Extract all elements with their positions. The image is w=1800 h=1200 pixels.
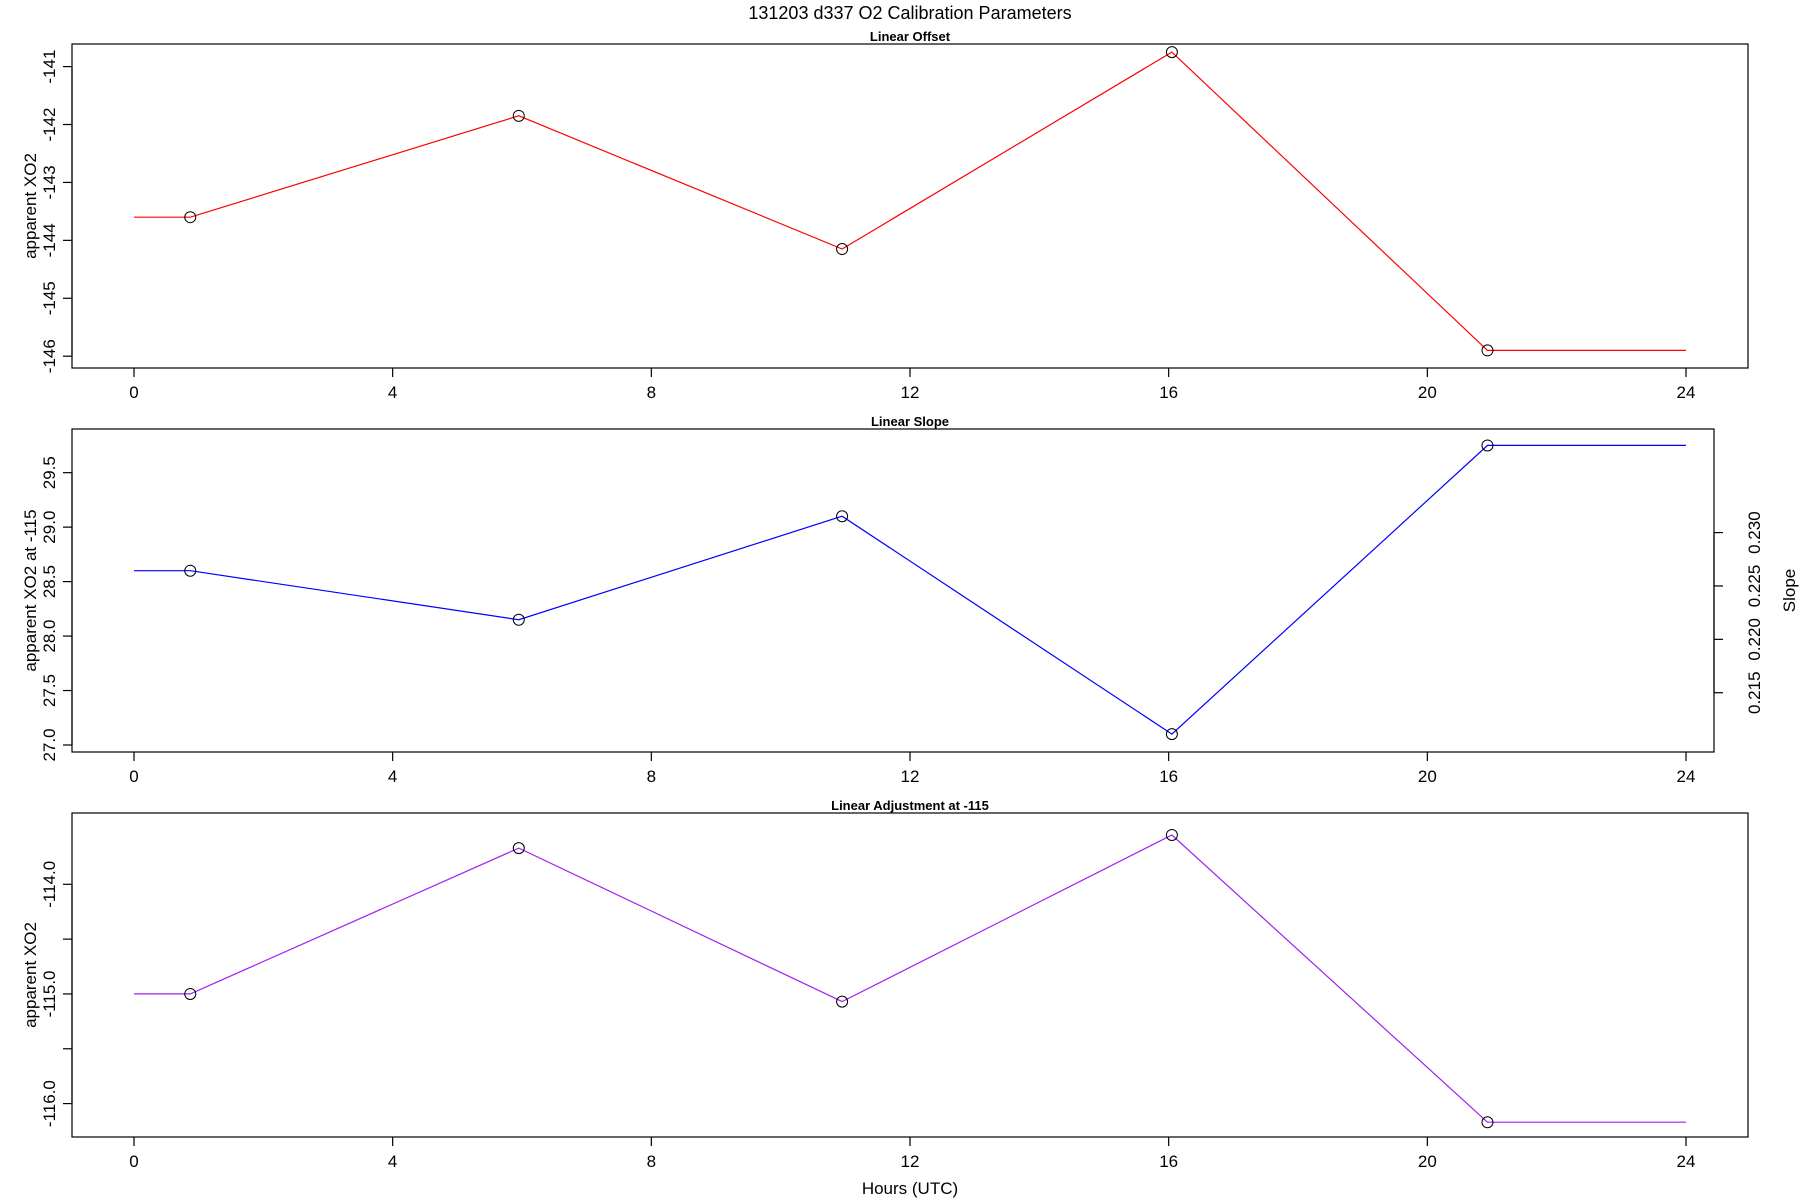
data-point: [1481, 1116, 1494, 1129]
y-right-axis-label: Slope: [1780, 569, 1799, 612]
y-tick-label: -116.0: [40, 1080, 59, 1127]
panel-title: Linear Slope: [871, 414, 949, 429]
figure-title: 131203 d337 O2 Calibration Parameters: [748, 3, 1071, 23]
data-point: [512, 109, 525, 122]
plot-frame: [71, 428, 1715, 753]
x-tick-label: 24: [1677, 1152, 1696, 1171]
x-tick-label: 12: [901, 383, 920, 402]
x-tick-label: 12: [901, 1152, 920, 1171]
y-tick-label: -144: [40, 223, 59, 257]
x-tick-label: 4: [388, 383, 397, 402]
panel-title: Linear Adjustment at -115: [831, 798, 989, 813]
x-tick-label: 0: [129, 1152, 138, 1171]
y-tick-label: 29.0: [40, 511, 59, 544]
y-tick-label: -114.0: [40, 861, 59, 908]
y-right-tick-label: 0.225: [1745, 565, 1764, 608]
x-tick-label: 16: [1159, 1152, 1178, 1171]
y-tick-label: -146: [40, 339, 59, 373]
plot-frame: [71, 812, 1749, 1138]
y-right-tick-label: 0.215: [1745, 671, 1764, 714]
x-tick-label: 20: [1418, 1152, 1437, 1171]
panel-title: Linear Offset: [870, 29, 951, 44]
x-tick-label: 20: [1418, 383, 1437, 402]
x-tick-label: 4: [388, 767, 397, 786]
data-point: [184, 564, 197, 577]
x-axis-label: Hours (UTC): [862, 1179, 958, 1198]
data-point: [1481, 439, 1494, 452]
data-point: [1165, 46, 1178, 59]
data-point: [512, 842, 525, 855]
y-tick-label: 28.0: [40, 620, 59, 653]
y-tick-label: 27.5: [40, 674, 59, 707]
y-axis-label: apparent XO2: [21, 153, 40, 259]
x-tick-label: 8: [647, 1152, 656, 1171]
x-tick-label: 16: [1159, 383, 1178, 402]
y-tick-label: 29.5: [40, 456, 59, 489]
x-tick-label: 0: [129, 767, 138, 786]
data-point: [836, 243, 849, 256]
plot-frame: [71, 43, 1749, 369]
x-tick-label: 8: [647, 767, 656, 786]
y-axis-label: apparent XO2: [21, 922, 40, 1028]
x-tick-label: 24: [1677, 767, 1696, 786]
x-tick-label: 0: [129, 383, 138, 402]
y-tick-label: -142: [40, 107, 59, 141]
y-axis-label: apparent XO2 at -115: [21, 509, 40, 671]
data-point: [1481, 344, 1494, 357]
y-right-tick-label: 0.230: [1745, 511, 1764, 554]
x-tick-label: 12: [901, 767, 920, 786]
y-right-tick-label: 0.220: [1745, 618, 1764, 661]
series-line: [134, 834, 1686, 1123]
y-tick-label: -145: [40, 281, 59, 315]
x-tick-label: 8: [647, 383, 656, 402]
y-tick-label: 28.5: [40, 565, 59, 598]
y-tick-label: -115.0: [40, 970, 59, 1017]
data-point: [512, 613, 525, 626]
y-tick-label: -143: [40, 165, 59, 199]
x-tick-label: 20: [1418, 767, 1437, 786]
data-point: [836, 510, 849, 523]
data-point: [1165, 828, 1178, 841]
series-line: [134, 51, 1686, 351]
y-tick-label: -141: [40, 50, 59, 84]
data-point: [836, 995, 849, 1008]
series-line: [134, 444, 1686, 735]
x-tick-label: 4: [388, 1152, 397, 1171]
y-tick-label: 27.0: [40, 728, 59, 761]
x-tick-label: 16: [1159, 767, 1178, 786]
x-tick-label: 24: [1677, 383, 1696, 402]
data-point: [1165, 728, 1178, 741]
data-point: [184, 211, 197, 224]
data-point: [184, 987, 197, 1000]
